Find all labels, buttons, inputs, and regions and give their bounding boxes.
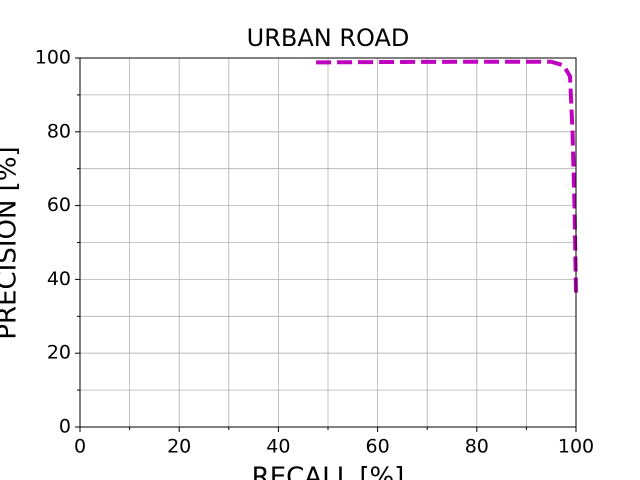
y-tick-label: 60: [47, 194, 71, 216]
y-tick-label: 100: [35, 47, 71, 69]
y-tick-label: 0: [59, 416, 71, 438]
y-tick-label: 40: [47, 268, 71, 290]
x-tick-label: 20: [167, 436, 191, 458]
y-axis-label: PRECISION [%]: [0, 146, 23, 339]
axes-frame: [79, 57, 577, 428]
x-tick-label: 80: [465, 436, 489, 458]
x-tick-label: 40: [266, 436, 290, 458]
chart-title: URBAN ROAD: [247, 24, 410, 52]
plot-area: 0 20 40 60 80 100 0 20 40 60 80 100: [35, 47, 594, 458]
line-series: [316, 59, 578, 295]
x-tick-label: 100: [558, 436, 594, 458]
y-tick-label: 20: [47, 342, 71, 364]
x-tick-label: 0: [74, 436, 86, 458]
y-tick-label: 80: [47, 120, 71, 142]
x-tick-label: 60: [366, 436, 390, 458]
x-axis-label: RECALL [%]: [252, 463, 405, 480]
